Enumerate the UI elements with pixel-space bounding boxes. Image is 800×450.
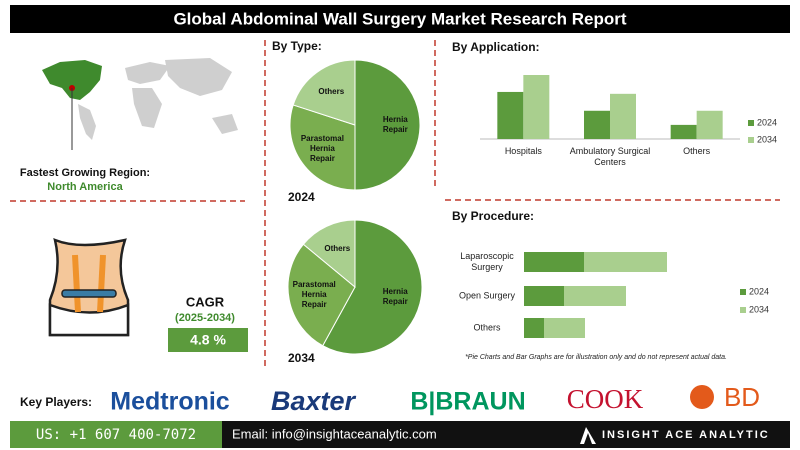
cagr-box [168,328,248,352]
note: *Pie Charts and Bar Graphs are for illus… [465,354,727,361]
footer-phone-box [10,421,222,448]
x-tick-label: Ambulatory Surgical Centers [569,146,651,167]
cagr-label: CAGR [186,294,225,309]
pie-label: Parastomal Hernia Repair [300,133,344,163]
pie-slice [302,219,356,289]
pie-label: Hernia Repair [382,115,408,134]
abdomen-icon [48,237,130,337]
pie-slice [292,59,356,126]
pie-label: Others [318,87,345,97]
region-label: Fastest Growing Region: [20,167,150,179]
bar [670,124,697,139]
title: Global Abdominal Wall Surgery Market Res… [173,9,626,28]
bar [610,93,636,139]
bar-segment [584,252,667,272]
company-logo: BD [724,382,760,412]
footer-brand: INSIGHT ACE ANALYTIC [602,429,770,441]
pie-slice [287,243,356,347]
legend-swatch [748,120,754,126]
chart-title: By Application: [452,40,540,54]
footer-email: Email: info@insightaceanalytic.com [232,426,437,441]
bar [497,91,524,139]
legend-swatch [740,289,746,295]
x-tick-label: Others [683,146,711,156]
legend-label: 2024 [757,117,777,127]
bar-segment [524,286,564,306]
legend-label: 2024 [749,286,769,296]
pie-year: 2034 [288,351,315,365]
bar-segment [524,318,544,338]
title-banner [10,5,790,33]
brand-icon [580,427,596,444]
pie-year: 2024 [288,190,315,204]
y-tick-label: Open Surgery [458,290,516,301]
company-logo: Medtronic [110,388,230,416]
legend-label: 2034 [749,304,769,314]
bar-segment [524,252,584,272]
bar [696,110,723,139]
company-logo: COOK [567,384,644,414]
legend-swatch [748,137,754,143]
bd-icon [690,385,714,409]
legend-swatch [740,307,746,313]
pie-label: Hernia Repair [382,287,408,307]
chart-title: By Procedure: [452,209,534,223]
legend-label: 2034 [757,134,777,144]
footer-phone: US: +1 607 400-7072 [36,427,196,443]
pie-slice [289,104,356,191]
chart-title: By Type: [272,39,322,53]
bar [584,110,610,139]
key-players-label: Key Players: [20,395,92,409]
y-tick-label: Laparoscopic Surgery [460,251,514,272]
y-tick-label: Others [473,322,501,333]
pie-slice [354,59,421,191]
bar-segment [544,318,585,338]
cagr-value: 4.8 % [190,332,226,348]
bar-segment [564,286,626,306]
world-map [42,58,238,150]
cagr-period: (2025-2034) [175,312,235,324]
pie-slice [322,219,423,355]
region-value: North America [47,181,123,193]
x-tick-label: Hospitals [504,146,542,156]
pie-label: Others [324,244,351,254]
company-logo: Baxter [271,386,357,416]
bar [523,75,550,139]
pie-label: Parastomal Hernia Repair [292,279,336,309]
dividers [10,40,780,370]
company-logo: B|BRAUN [410,388,525,416]
